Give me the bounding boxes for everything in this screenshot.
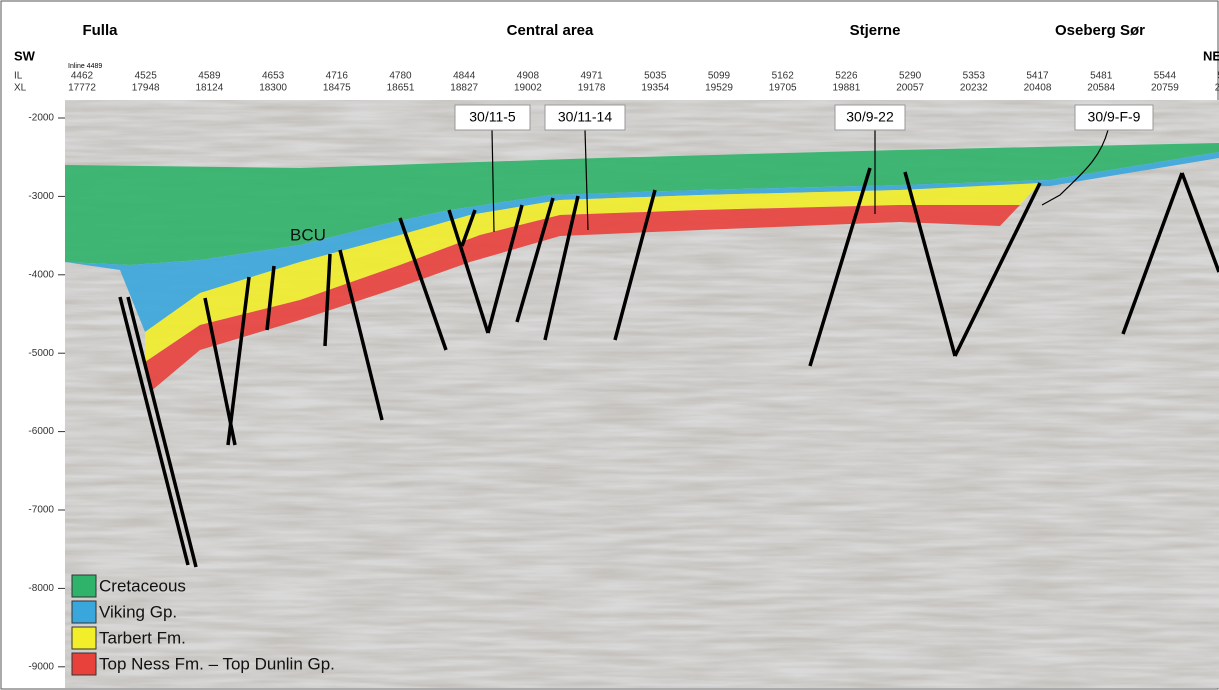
il-label: 5162 (772, 71, 795, 82)
well-label: 30/11-5 (469, 109, 516, 125)
legend-label: Tarbert Fm. (99, 628, 186, 647)
row-label: XL (14, 83, 27, 94)
legend-swatch (72, 627, 96, 649)
depth-label: -2000 (28, 113, 54, 124)
region-label: Fulla (82, 22, 118, 39)
direction-label: NE (1203, 48, 1219, 63)
region-label: Oseberg Sør (1055, 22, 1145, 39)
depth-label: -8000 (28, 583, 54, 594)
legend-label: Viking Gp. (99, 602, 177, 621)
il-label: 5544 (1154, 71, 1177, 82)
depth-label: -6000 (28, 426, 54, 437)
region-label: Central area (507, 22, 594, 39)
page: 30/11-5 30/11-14 30/9-22 30/9-F-9 Fulla Cent… (0, 0, 1219, 690)
xl-label: 20232 (960, 83, 988, 94)
il-label: 4908 (517, 71, 540, 82)
xl-label: 19881 (832, 83, 860, 94)
il-label: 4653 (262, 71, 285, 82)
il-label: 5099 (708, 71, 731, 82)
depth-label: -5000 (28, 348, 54, 359)
depth-label: -9000 (28, 661, 54, 672)
xl-label: 19529 (705, 83, 733, 94)
inline-label: Inline 4489 (68, 63, 102, 70)
direction-label: SW (14, 48, 36, 63)
il-label: 4589 (198, 71, 221, 82)
xl-label: 17772 (68, 83, 96, 94)
xl-label: 18124 (195, 83, 223, 94)
xl-label: 18651 (387, 83, 415, 94)
horizon-label: BCU (290, 225, 326, 244)
depth-label: -4000 (28, 269, 54, 280)
il-label: 4462 (71, 71, 94, 82)
xl-label: 19178 (578, 83, 606, 94)
legend-label: Cretaceous (99, 576, 186, 595)
xl-label: 19354 (641, 83, 669, 94)
il-label: 4780 (389, 71, 412, 82)
xl-label: 20408 (1024, 83, 1052, 94)
xl-label: 20584 (1087, 83, 1115, 94)
xl-label: 18475 (323, 83, 351, 94)
il-label: 5353 (963, 71, 986, 82)
xl-label: 17948 (132, 83, 160, 94)
legend-swatch (72, 601, 96, 623)
xl-label: 20057 (896, 83, 924, 94)
xl-label: 20935 (1215, 83, 1219, 94)
legend-label: Top Ness Fm. – Top Dunlin Gp. (99, 654, 335, 673)
section: 30/11-5 30/11-14 30/9-22 30/9-F-9 Fulla Cent… (0, 0, 1219, 690)
header: Fulla Central area Stjerne Oseberg Sør SW NE I… (14, 22, 1219, 94)
depth-axis: -2000 -3000 -4000 -5000 -6000 -7000 -8000 -9000 (28, 113, 65, 673)
il-label: 5226 (835, 71, 858, 82)
il-label: 5290 (899, 71, 922, 82)
xl-label: 19002 (514, 83, 542, 94)
well-label: 30/11-14 (558, 109, 612, 125)
il-label: 5481 (1090, 71, 1113, 82)
legend-swatch (72, 653, 96, 675)
well-label: 30/9-F-9 (1088, 109, 1141, 125)
xl-label: 18300 (259, 83, 287, 94)
depth-label: -3000 (28, 191, 54, 202)
il-label: 4525 (135, 71, 158, 82)
xl-label: 20759 (1151, 83, 1179, 94)
il-label: 5035 (644, 71, 667, 82)
il-label: 4971 (580, 71, 603, 82)
xl-label: 19705 (769, 83, 797, 94)
il-label: 4844 (453, 71, 476, 82)
depth-label: -7000 (28, 505, 54, 516)
legend-swatch (72, 575, 96, 597)
il-label: 4716 (326, 71, 349, 82)
region-label: Stjerne (850, 22, 901, 39)
xl-label: 18827 (450, 83, 478, 94)
row-label: IL (14, 71, 23, 82)
well-label: 30/9-22 (846, 109, 894, 125)
il-label: 5417 (1026, 71, 1049, 82)
